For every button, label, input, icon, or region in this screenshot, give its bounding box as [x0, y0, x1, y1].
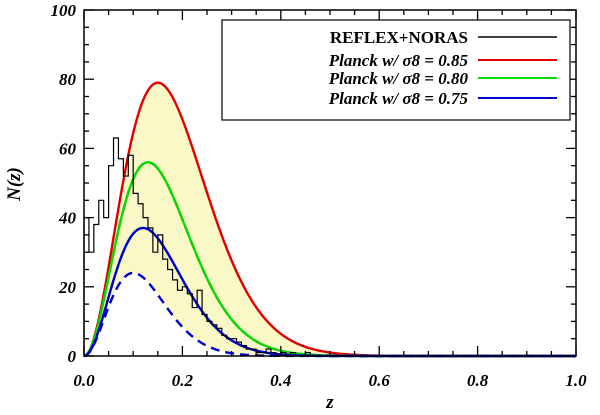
legend: REFLEX+NORAS Planck w/ σ8 = 0.85 Planck … — [221, 19, 571, 121]
legend-entry-planck-075: Planck w/ σ8 = 0.75 — [328, 89, 557, 108]
y-tick-label-100: 100 — [51, 1, 77, 20]
x-tick-label-0_0: 0.0 — [73, 371, 95, 390]
y-axis-title: N(z) — [4, 167, 25, 202]
ticks-layer — [83, 9, 577, 357]
x-tick-label-0_8: 0.8 — [467, 371, 489, 390]
legend-label-planck-075: Planck w/ σ8 = 0.75 — [328, 89, 469, 108]
y-tick-label-0: 0 — [68, 347, 77, 366]
x-tick-label-0_6: 0.6 — [369, 371, 391, 390]
y-tick-label-80: 80 — [59, 70, 77, 89]
series-step-reflex-noras — [83, 137, 316, 357]
legend-label-reflex-noras: REFLEX+NORAS — [330, 28, 468, 47]
legend-label-planck-085: Planck w/ σ8 = 0.85 — [328, 51, 469, 70]
legend-entry-planck-080: Planck w/ σ8 = 0.80 — [328, 69, 557, 88]
x-tick-label-1_0: 1.0 — [565, 371, 587, 390]
x-tick-label-0_4: 0.4 — [270, 371, 291, 390]
y-tick-label-40: 40 — [58, 209, 77, 228]
legend-entry-planck-085: Planck w/ σ8 = 0.85 — [328, 51, 557, 70]
shaded-band — [84, 82, 576, 356]
y-tick-label-60: 60 — [59, 139, 77, 158]
x-axis-title: z — [325, 392, 334, 413]
shaded-band-layer — [84, 82, 576, 356]
tick-labels-layer: 0.0 0.2 0.4 0.6 0.8 1.0 0 20 40 60 80 100 — [51, 1, 588, 390]
y-tick-label-20: 20 — [58, 278, 77, 297]
legend-entry-reflex-noras: REFLEX+NORAS — [330, 28, 557, 47]
legend-label-planck-080: Planck w/ σ8 = 0.80 — [328, 69, 469, 88]
x-tick-label-0_2: 0.2 — [172, 371, 194, 390]
reflex-noras-histogram-layer — [83, 137, 316, 357]
